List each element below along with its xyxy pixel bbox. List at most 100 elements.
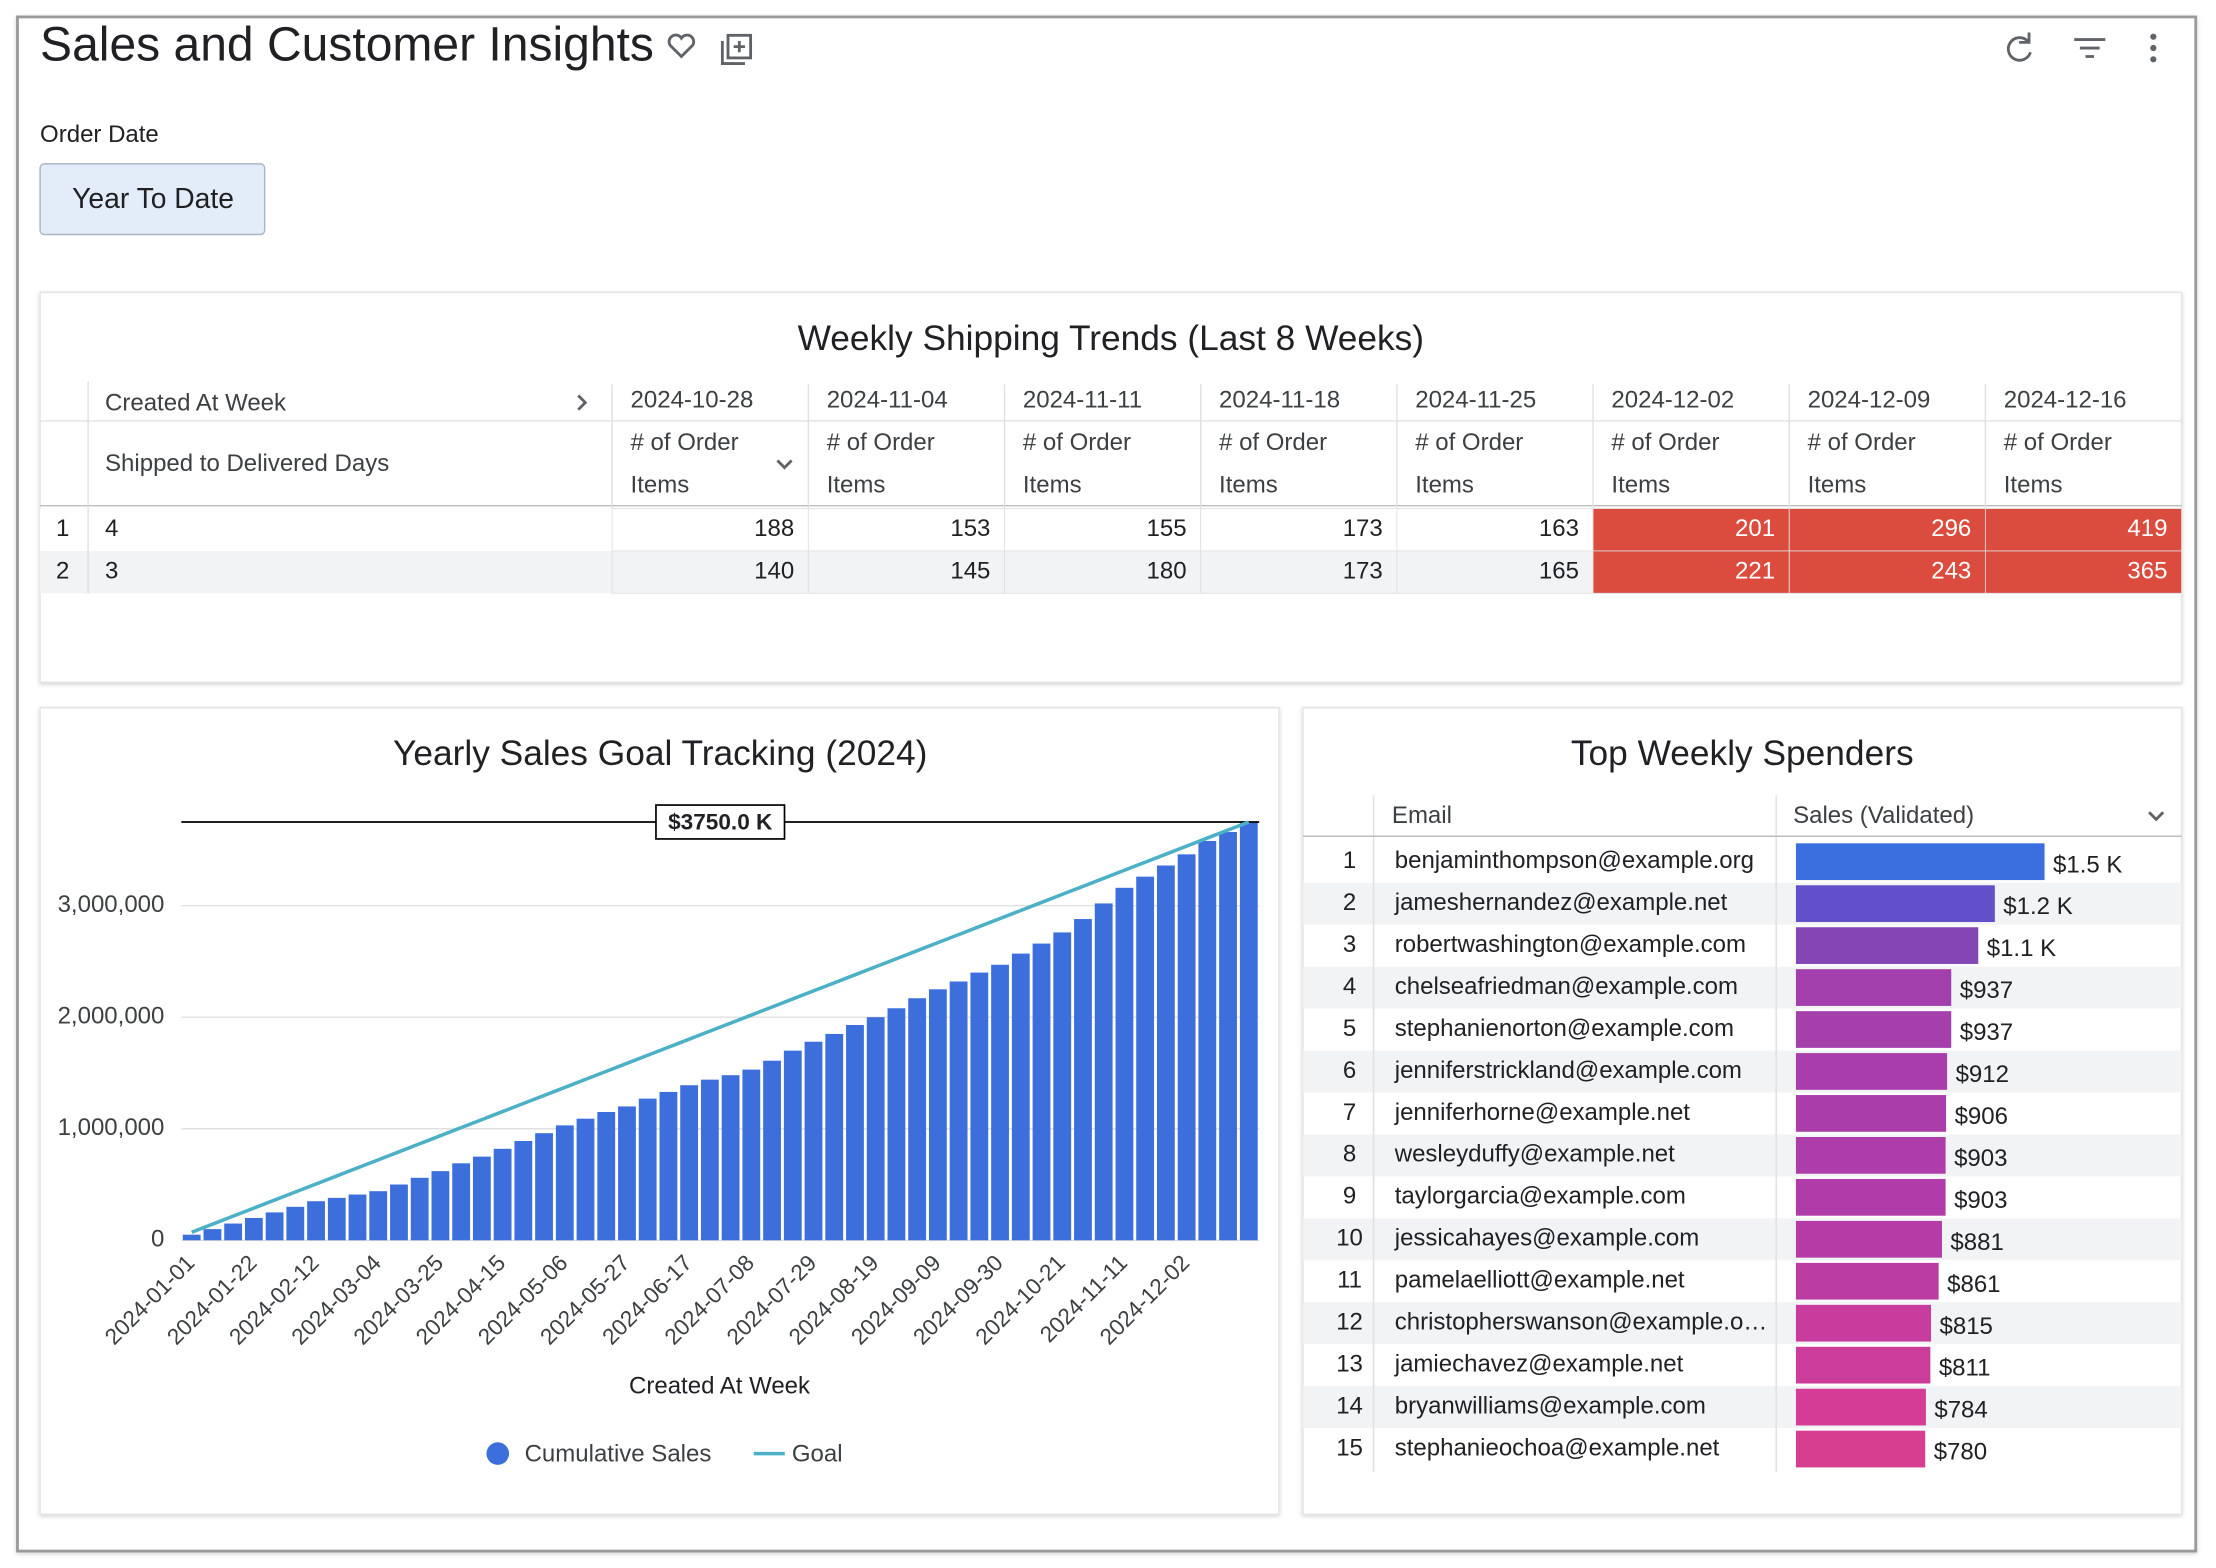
measure-header: Items <box>1808 471 1867 498</box>
email: pamelaelliott@example.net <box>1395 1267 1685 1294</box>
week-header: 2024-11-18 <box>1219 387 1340 414</box>
bar <box>369 1191 388 1241</box>
y-tick-label: 0 <box>151 1226 164 1253</box>
cell-value: 180 <box>1147 557 1187 584</box>
email: robertwashington@example.com <box>1395 931 1746 958</box>
cell-value: 140 <box>754 557 794 584</box>
cell-background <box>1592 550 1790 594</box>
sales-label: $937 <box>1960 977 2013 1004</box>
bar <box>452 1163 471 1241</box>
filter-button[interactable] <box>39 163 266 236</box>
filter-icon[interactable] <box>2074 38 2106 58</box>
bar <box>348 1194 367 1241</box>
row-number: 9 <box>1343 1183 1356 1210</box>
row-number: 11 <box>1337 1267 1362 1294</box>
sales-bar <box>1795 1137 1946 1174</box>
row-number: 3 <box>1343 931 1356 958</box>
favorite-icon[interactable] <box>667 33 696 59</box>
sales-label: $937 <box>1960 1019 2013 1046</box>
row-number: 2 <box>56 557 69 584</box>
refresh-icon[interactable] <box>2006 32 2032 62</box>
spenders-panel <box>1302 707 2183 1516</box>
row-background <box>1302 1134 2182 1177</box>
row-number: 6 <box>1343 1057 1356 1084</box>
goal-line <box>191 820 1250 1234</box>
email: benjaminthompson@example.org <box>1395 847 1754 874</box>
sales-label: $881 <box>1950 1229 2003 1256</box>
row-background <box>40 508 613 551</box>
bar <box>307 1201 325 1241</box>
row-label: 4 <box>105 515 118 542</box>
week-header: 2024-11-11 <box>1023 387 1142 414</box>
email: stephanieochoa@example.net <box>1395 1434 1720 1461</box>
sales-bar <box>1795 1262 1939 1300</box>
row-number: 12 <box>1336 1309 1363 1336</box>
bar <box>1094 903 1113 1241</box>
bar <box>1198 840 1217 1241</box>
bar <box>1011 953 1030 1241</box>
bar <box>244 1217 263 1241</box>
row-background <box>1302 1050 2182 1093</box>
filter-label: Order Date <box>40 121 159 148</box>
bar <box>742 1069 761 1241</box>
sales-bar <box>1795 1095 1947 1132</box>
cell-background <box>1396 508 1594 552</box>
measure-header: Items <box>827 471 886 498</box>
bar <box>1177 854 1196 1241</box>
cell-background <box>1984 550 2183 594</box>
cell-value: 163 <box>1539 515 1579 542</box>
row-number: 2 <box>1343 889 1356 916</box>
cell-value: 173 <box>1343 557 1383 584</box>
email: jenniferhorne@example.net <box>1394 1099 1691 1126</box>
bar <box>680 1085 699 1241</box>
copy-icon[interactable] <box>720 33 753 65</box>
row-header: Shipped to Delivered Days <box>105 450 389 477</box>
bar <box>783 1050 802 1241</box>
sort-icon[interactable] <box>776 459 793 470</box>
bar <box>597 1112 616 1241</box>
week-header: 2024-10-28 <box>631 387 754 414</box>
y-tick-label: 3,000,000 <box>58 891 165 918</box>
bar <box>576 1118 595 1241</box>
x-axis-title: Created At Week <box>629 1373 811 1400</box>
column-header: Created At Week <box>105 389 287 416</box>
sales-bar <box>1795 1220 1942 1258</box>
legend-label: Cumulative Sales <box>525 1440 712 1467</box>
bar <box>638 1098 657 1241</box>
bar <box>908 998 927 1241</box>
cell-background <box>1004 550 1202 594</box>
measure-header: # of Order <box>1219 429 1327 456</box>
row-background <box>1302 1386 2182 1429</box>
email: stephanienorton@example.com <box>1395 1015 1734 1042</box>
bar <box>991 964 1009 1241</box>
expand-icon[interactable] <box>577 394 588 411</box>
legend-label: Goal <box>792 1440 843 1467</box>
measure-header: # of Order <box>1023 429 1131 456</box>
measure-header: Items <box>1219 471 1278 498</box>
sales-bar <box>1795 1430 1926 1468</box>
row-number: 7 <box>1343 1099 1356 1126</box>
sales-label: $903 <box>1954 1145 2007 1172</box>
bar <box>970 972 989 1241</box>
row-background <box>1302 1218 2182 1261</box>
week-header: 2024-11-25 <box>1415 387 1536 414</box>
bar <box>182 1234 201 1241</box>
row-number: 13 <box>1336 1350 1363 1377</box>
bar <box>410 1177 429 1241</box>
filter-value[interactable]: Year To Date <box>72 182 234 214</box>
bar <box>286 1206 305 1241</box>
column-header: Sales (Validated) <box>1793 802 1974 829</box>
y-tick-label: 1,000,000 <box>58 1114 165 1141</box>
row-background <box>1302 882 2182 925</box>
measure-header: # of Order <box>2004 429 2112 456</box>
row-number: 10 <box>1336 1225 1363 1252</box>
cell-value: 365 <box>2127 557 2167 584</box>
sort-icon[interactable] <box>2148 811 2165 822</box>
row-number: 8 <box>1343 1141 1356 1168</box>
more-icon[interactable] <box>2150 33 2157 63</box>
sales-bar <box>1795 1053 1948 1090</box>
legend-swatch <box>486 1442 510 1465</box>
bar <box>1239 821 1258 1241</box>
measure-header: Items <box>1023 471 1082 498</box>
bar <box>700 1079 719 1241</box>
